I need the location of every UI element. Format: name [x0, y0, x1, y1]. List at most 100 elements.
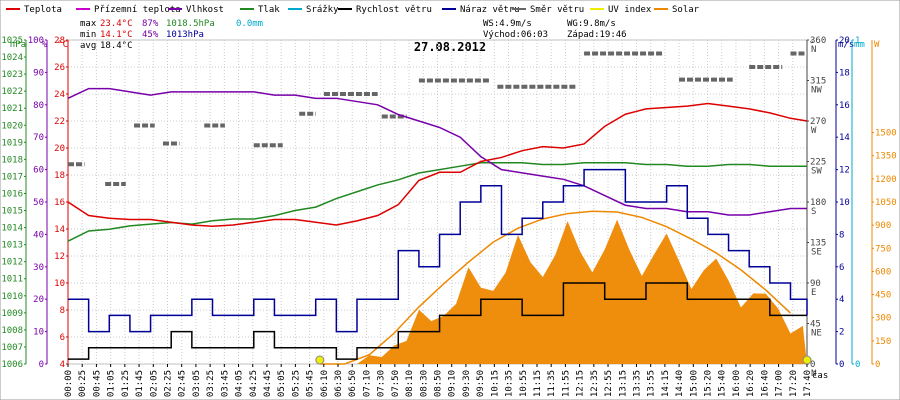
uv-marker: [802, 355, 812, 365]
tick-label: 1010: [1, 292, 23, 302]
tick-label: 750: [875, 244, 891, 254]
stat-max-temp: 23.4°C: [100, 19, 133, 29]
tick-label: 1023: [1, 70, 23, 80]
tick-label: 60: [33, 166, 44, 176]
x-tick-label: 12:15: [576, 370, 586, 397]
stat-ws: WS:4.9m/s: [483, 19, 532, 29]
x-tick-label: 16:00: [732, 370, 742, 397]
legend: Teplota Přízemní teplota Vlhkost Tlak Srážky…: [6, 5, 700, 15]
tick-label: 600: [875, 267, 891, 277]
tick-label: 40: [33, 230, 44, 240]
tick-label: 10: [33, 328, 44, 338]
pressure-line: [67, 162, 807, 242]
x-tick-label: 07:10: [362, 370, 372, 397]
tick-label: 6: [839, 263, 844, 273]
x-tick-label: 11:35: [547, 370, 557, 397]
tick-label: 1022: [1, 87, 23, 97]
tick-label: 0: [855, 360, 860, 370]
stat-min-temp: 14.1°C: [100, 30, 133, 40]
x-tick-label: 12:35: [590, 370, 600, 397]
tick-label: 8: [839, 230, 844, 240]
x-tick-label: 10:55: [519, 370, 529, 397]
legend-label: Směr větru: [530, 5, 584, 15]
x-tick-label: 02:05: [149, 370, 159, 397]
wind-speed-line: [68, 282, 807, 360]
tick-label: 80: [33, 101, 44, 111]
direction-label: NW: [811, 86, 822, 96]
tick-label: 450: [875, 291, 891, 301]
direction-label: NE: [811, 329, 822, 339]
tick-label: 1013: [1, 241, 23, 251]
x-tick-label: 00:45: [92, 370, 102, 397]
tick-label: 16: [839, 101, 850, 111]
x-tick-label: 13:35: [632, 370, 642, 397]
x-tick-label: 05:05: [277, 370, 287, 397]
direction-label: W: [811, 126, 817, 136]
x-tick-label: 03:25: [206, 370, 216, 397]
x-tick-label: 13:15: [618, 370, 628, 397]
x-tick-label: 07:30: [377, 370, 387, 397]
tick-label: 28: [54, 36, 65, 46]
tick-label: 1009: [1, 309, 23, 319]
x-axis: 00:00 00:25 00:45 01:05 01:25 01:45 02:05 02:25…: [64, 364, 813, 397]
tick-label: 45: [810, 320, 821, 330]
stat-max-label: max: [80, 19, 97, 29]
tick-label: 180: [810, 198, 826, 208]
tick-label: 225: [810, 158, 826, 168]
x-axis-label: čas: [812, 370, 828, 381]
direction-label: N: [811, 45, 816, 55]
series: [67, 51, 812, 365]
stat-min-hum: 45%: [142, 30, 159, 40]
x-tick-label: 04:45: [263, 370, 273, 397]
tick-label: 90: [33, 68, 44, 78]
direction-label: S: [811, 207, 816, 217]
tick-label: 70: [33, 133, 44, 143]
tick-label: 1015: [1, 207, 23, 217]
legend-label: Rychlost větru: [356, 5, 432, 15]
tick-label: 1018: [1, 155, 23, 165]
axis-unit: °: [809, 40, 814, 50]
x-tick-label: 17:20: [789, 370, 799, 397]
tick-label: 100: [28, 36, 44, 46]
stat-sunset: Západ:19:46: [567, 30, 627, 40]
legend-label: UV index: [608, 5, 652, 15]
direction-label: SE: [811, 248, 822, 258]
x-tick-label: 08:30: [419, 370, 429, 397]
gust-line: [68, 168, 808, 333]
tick-label: 1050: [875, 198, 897, 208]
x-tick-label: 16:40: [760, 370, 770, 397]
tick-label: 1350: [875, 152, 897, 162]
uv-marker: [315, 355, 325, 365]
axis-unit: mm: [854, 40, 865, 50]
stat-avg-label: avg: [80, 41, 96, 51]
x-tick-label: 04:25: [249, 370, 259, 397]
x-tick-label: 08:10: [405, 370, 415, 397]
tick-label: 14: [54, 225, 65, 235]
axis-unit: °C: [57, 40, 68, 50]
x-tick-label: 01:45: [135, 370, 145, 397]
legend-label: Srážky: [306, 5, 339, 15]
x-tick-label: 09:30: [462, 370, 472, 397]
x-tick-label: 14:40: [675, 370, 685, 397]
tick-label: 0: [839, 360, 844, 370]
stat-max-hum: 87%: [142, 19, 159, 29]
x-tick-label: 17:00: [775, 370, 785, 397]
x-tick-label: 05:45: [306, 370, 316, 397]
axis-unit: W: [874, 40, 880, 50]
tick-label: 18: [54, 171, 65, 181]
tick-label: 30: [33, 263, 44, 273]
axis-unit: %: [42, 40, 48, 50]
tick-label: 10: [839, 198, 850, 208]
tick-label: 900: [875, 221, 891, 231]
axis-unit: hPa: [10, 40, 26, 50]
direction-label: E: [811, 288, 816, 298]
tick-label: 1020: [1, 121, 23, 131]
tick-label: 12: [839, 166, 850, 176]
x-tick-label: 15:20: [704, 370, 714, 397]
x-tick-label: 03:45: [220, 370, 230, 397]
tick-label: 150: [875, 337, 891, 347]
tick-label: 1017: [1, 172, 23, 182]
tick-label: 1500: [875, 129, 897, 139]
tick-label: 1007: [1, 343, 23, 353]
